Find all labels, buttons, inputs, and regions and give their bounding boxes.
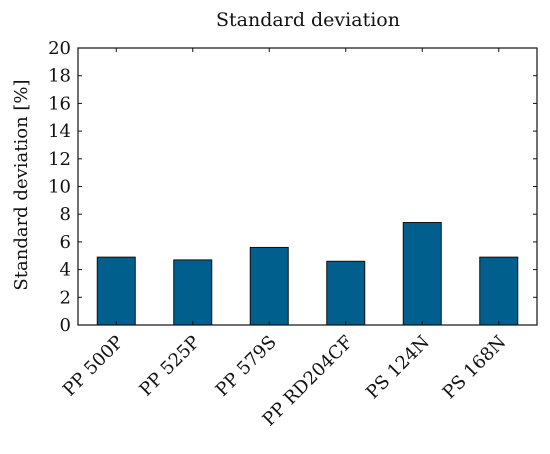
x-tick-label-2: PP 579S — [212, 332, 281, 401]
bar-3 — [326, 260, 366, 326]
bar-4 — [402, 222, 442, 326]
y-tick-label-5: 10 — [48, 177, 71, 198]
axes-frame — [77, 47, 538, 326]
y-tick-label-2: 4 — [60, 260, 71, 281]
y-tick-label-8: 16 — [48, 93, 71, 114]
bar-2 — [249, 246, 289, 326]
y-axis-label: Standard deviation [%] — [11, 79, 32, 290]
y-tick-label-1: 2 — [60, 287, 71, 308]
x-tick-label-4: PS 124N — [362, 332, 434, 404]
x-tick-label-5: PS 168N — [439, 332, 511, 404]
x-tick-label-0: PP 500P — [59, 332, 128, 401]
y-tick-label-7: 14 — [48, 121, 71, 142]
y-tick-label-6: 12 — [48, 149, 71, 170]
y-tick-label-10: 20 — [48, 38, 71, 59]
bar-1 — [173, 259, 213, 326]
y-tick-label-9: 18 — [48, 66, 71, 87]
y-tick-label-3: 6 — [60, 232, 71, 253]
chart-title: Standard deviation — [216, 9, 400, 31]
bar-0 — [96, 256, 136, 326]
y-tick-label-4: 8 — [60, 204, 71, 225]
bar-5 — [479, 256, 519, 326]
y-tick-label-0: 0 — [60, 315, 71, 336]
x-tick-label-1: PP 525P — [135, 332, 204, 401]
